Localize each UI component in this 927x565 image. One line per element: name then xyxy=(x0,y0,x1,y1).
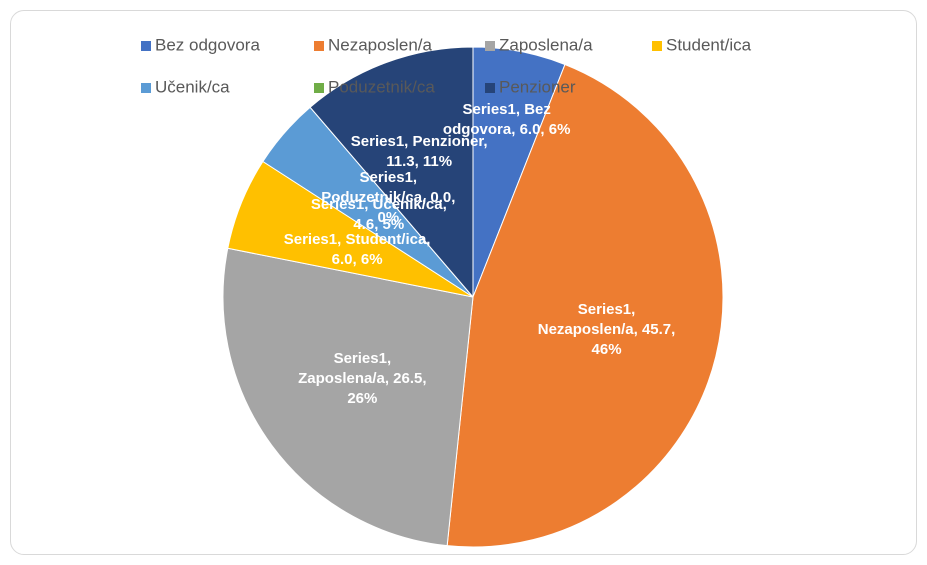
legend-swatch xyxy=(141,41,151,51)
legend-label: Učenik/ca xyxy=(155,77,230,96)
chart-card: Bez odgovora Nezaposlen/a Zaposlena/a Stude… xyxy=(10,10,917,555)
pie-slice xyxy=(222,247,474,547)
pie-slice xyxy=(446,63,724,548)
legend-swatch xyxy=(314,83,324,93)
data-label: Series1, Poduzetnik/ca, 0.0, 0% xyxy=(321,169,456,227)
data-label: Series1, Penzioner, 11.3, 11% xyxy=(350,132,488,170)
data-label: Series1, Učenik/ca, 4.6, 5% xyxy=(310,195,447,233)
legend-swatch xyxy=(485,83,495,93)
legend-swatch xyxy=(141,83,151,93)
legend-label: Nezaposlen/a xyxy=(328,35,433,54)
chart: Bez odgovora Nezaposlen/a Zaposlena/a Stude… xyxy=(141,35,752,548)
legend-label: Penzioner xyxy=(499,77,576,96)
legend-label: Poduzetnik/ca xyxy=(328,77,435,96)
pie-slice xyxy=(309,46,474,299)
data-label: Series1, Student/ica, 6.0, 6% xyxy=(283,231,431,269)
legend-label: Bez odgovora xyxy=(155,35,260,54)
legend-swatch xyxy=(314,41,324,51)
legend-swatch xyxy=(485,41,495,51)
legend-swatch xyxy=(652,41,662,51)
legend-label: Zaposlena/a xyxy=(499,35,593,54)
data-label: Series1, Bez odgovora, 6.0, 6% xyxy=(442,101,571,139)
data-label: Series1, Nezaposlen/a, 45.7, 46% xyxy=(537,300,676,358)
data-label: Series1, Zaposlena/a, 26.5, 26% xyxy=(298,349,427,407)
legend-label: Student/ica xyxy=(666,35,752,54)
